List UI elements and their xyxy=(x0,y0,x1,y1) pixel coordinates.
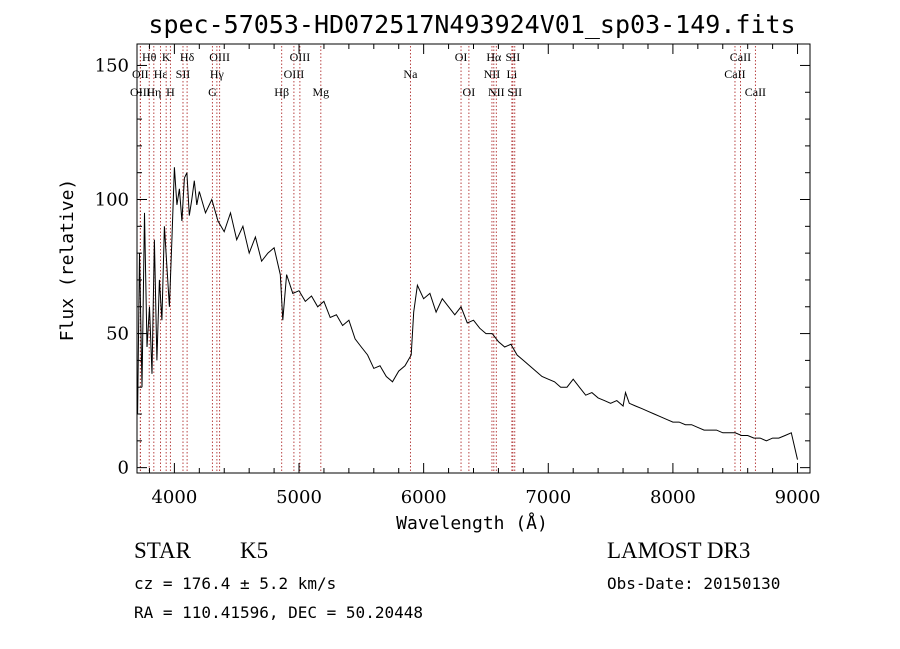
marker-label: H xyxy=(166,85,175,99)
survey-label: LAMOST DR3 xyxy=(607,538,751,563)
spectrum-line xyxy=(137,167,798,460)
marker-label: CaII xyxy=(730,50,751,64)
marker-label: Hγ xyxy=(210,67,225,81)
marker-label: SII xyxy=(176,67,191,81)
marker-label: CaII xyxy=(724,67,745,81)
emission-line-markers xyxy=(139,46,756,473)
marker-label: SII xyxy=(507,85,522,99)
y-tick-label: 100 xyxy=(95,190,129,211)
x-tick-label: 7000 xyxy=(525,487,571,508)
y-axis-label: Flux (relative) xyxy=(57,179,78,342)
x-tick-label: 5000 xyxy=(276,487,322,508)
y-tick-label: 50 xyxy=(106,324,129,345)
marker-label: NII xyxy=(484,67,501,81)
x-axis-ticks: 4000 5000 6000 7000 8000 9000 xyxy=(148,44,821,508)
marker-label: CaII xyxy=(745,85,766,99)
marker-label: OI xyxy=(463,85,476,99)
chart-title: spec-57053-HD072517N493924V01_sp03-149.f… xyxy=(148,10,795,39)
marker-label: Hε xyxy=(154,67,168,81)
marker-label: OIII xyxy=(284,67,305,81)
marker-label: OIII xyxy=(209,50,230,64)
x-tick-label: 8000 xyxy=(650,487,696,508)
marker-label: Hη xyxy=(146,85,161,99)
x-tick-label: 9000 xyxy=(775,487,821,508)
marker-label: NII xyxy=(488,85,505,99)
plot-frame xyxy=(136,43,811,474)
marker-label: OIII xyxy=(290,50,311,64)
marker-label: K xyxy=(162,50,171,64)
redshift-readout: cz = 176.4 ± 5.2 km/s xyxy=(134,574,337,593)
x-axis-label: Wavelength (Å) xyxy=(396,512,548,534)
y-tick-label: 0 xyxy=(118,458,129,479)
marker-label: Na xyxy=(403,67,418,81)
marker-label: Hα xyxy=(486,50,502,64)
marker-label: Mg xyxy=(312,85,329,99)
object-subclass: K5 xyxy=(240,538,269,563)
marker-label: OII xyxy=(132,67,149,81)
coordinates-readout: RA = 110.41596, DEC = 50.20448 xyxy=(134,603,423,622)
emission-line-labels: HθOIIOIIIHηHεKHSIIHδGHγOIIIHβOIIIOIIIMgN… xyxy=(130,50,766,99)
x-tick-label: 4000 xyxy=(151,487,197,508)
marker-label: G xyxy=(208,85,217,99)
y-tick-label: 150 xyxy=(95,55,129,76)
object-class: STAR xyxy=(134,538,191,563)
x-tick-label: 6000 xyxy=(401,487,447,508)
marker-label: Hβ xyxy=(274,85,289,99)
marker-label: OI xyxy=(455,50,468,64)
y-axis-ticks: 0 50 100 150 xyxy=(95,55,810,479)
observation-date: Obs-Date: 20150130 xyxy=(607,574,781,593)
marker-label: Li xyxy=(507,67,518,81)
marker-label: SII xyxy=(506,50,521,64)
marker-label: Hθ xyxy=(142,50,157,64)
marker-label: Hδ xyxy=(180,50,195,64)
